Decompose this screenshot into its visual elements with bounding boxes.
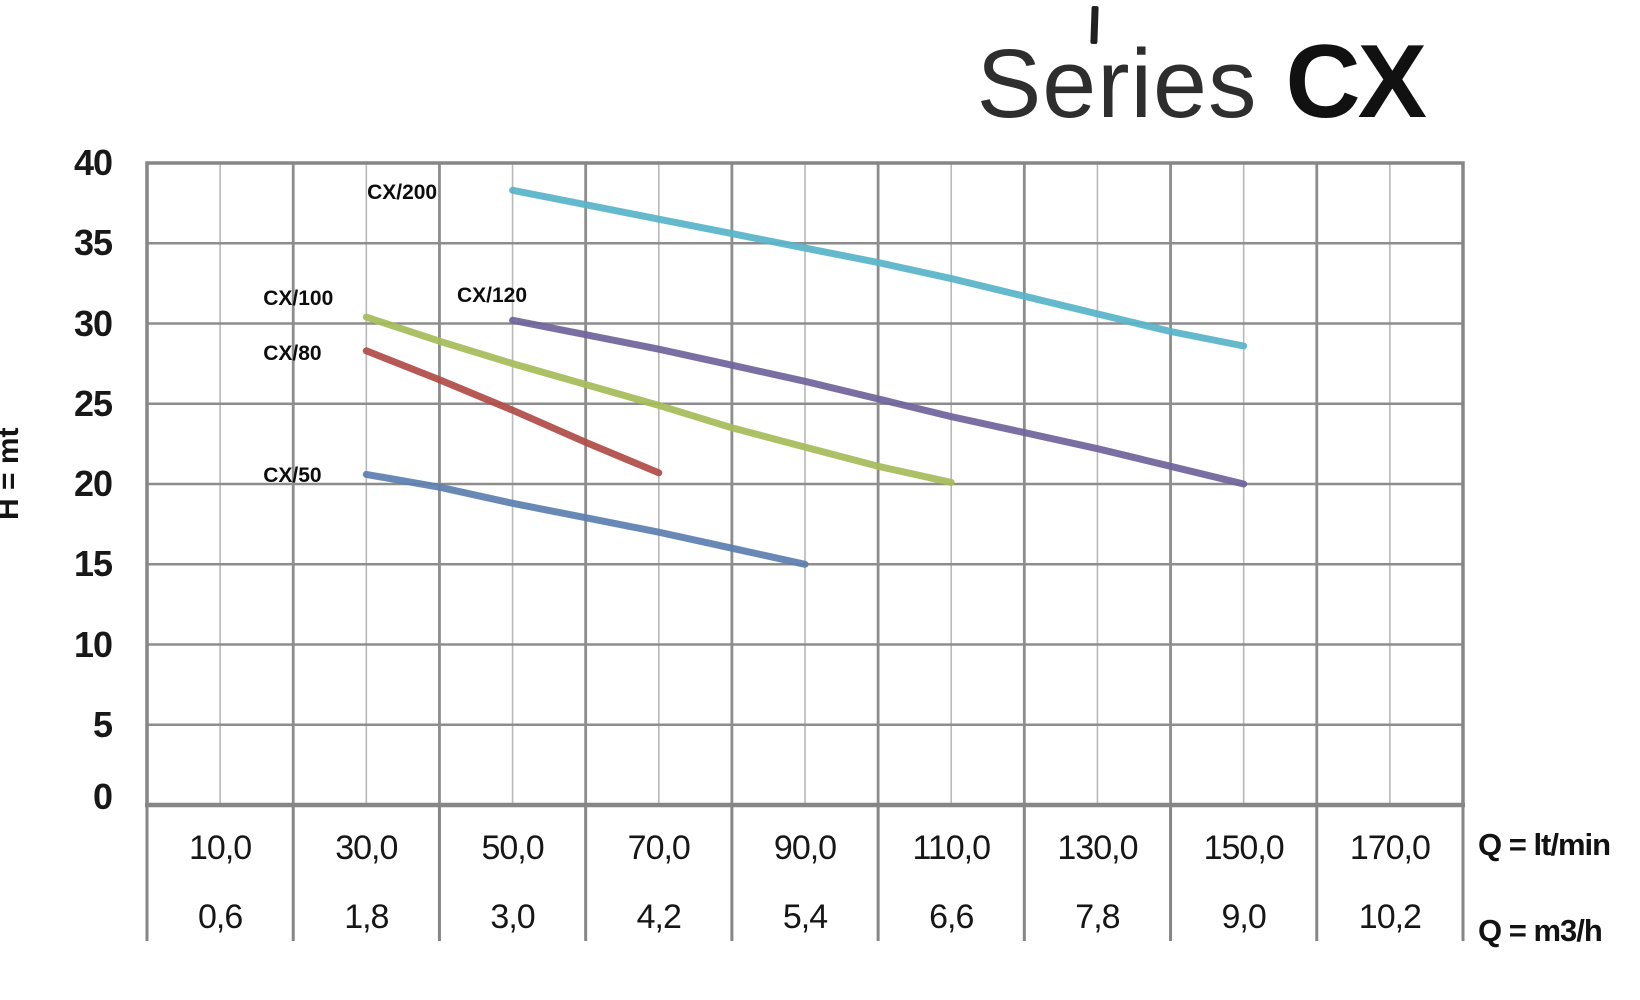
- x-axis-cell: 4,2: [636, 898, 682, 936]
- chart-title: Series CX: [976, 24, 1427, 140]
- x-axis-cell: 5,4: [782, 898, 828, 936]
- x-axis-unit-ltmin: Q = lt/min: [1478, 827, 1611, 862]
- curve-label-cx-120: CX/120: [456, 284, 528, 308]
- curve-cx-80: [362, 347, 663, 477]
- y-axis-tick-label: 15: [73, 543, 113, 585]
- y-axis-tick-label: 5: [92, 703, 113, 745]
- x-axis-cell: 170,0: [1349, 829, 1431, 867]
- x-axis-cell: 0,6: [197, 898, 243, 936]
- curve-label-cx-200: CX/200: [367, 181, 438, 205]
- curve-cx-200: [509, 186, 1248, 350]
- x-axis-cell: 50,0: [481, 829, 544, 867]
- x-axis-cell: 10,0: [189, 829, 252, 867]
- y-axis-tick-label: 35: [73, 222, 113, 264]
- x-axis-cell: 3,0: [490, 898, 535, 936]
- x-axis-cell: 70,0: [627, 829, 691, 867]
- x-axis-unit-m3h: Q = m3/h: [1478, 913, 1603, 948]
- x-axis-cell: 110,0: [912, 829, 991, 867]
- curve-label-cx-80: CX/80: [263, 341, 322, 365]
- x-axis-cell: 9,0: [1221, 898, 1267, 936]
- x-axis-cell: 1,8: [344, 898, 389, 936]
- y-axis-tick-label: 30: [73, 302, 113, 344]
- curve-cx-50: [362, 470, 809, 568]
- y-axis-tick-label: 20: [73, 463, 113, 504]
- y-axis-tick-label: 0: [92, 776, 113, 817]
- chart-title-series-word: Series: [976, 29, 1258, 138]
- x-axis-cell: 6,6: [929, 898, 974, 936]
- x-axis-cell: 130,0: [1057, 829, 1138, 867]
- chart-title-cx-word: CX: [1285, 24, 1427, 140]
- curve-label-cx-50: CX/50: [263, 463, 322, 487]
- x-axis-cell: 90,0: [773, 829, 837, 867]
- x-axis-cell: 30,0: [335, 829, 398, 867]
- curve-label-cx-100: CX/100: [263, 287, 334, 311]
- curve-cx-100: [362, 313, 955, 486]
- curve-cx-120: [509, 316, 1248, 488]
- y-axis-tick-label: 25: [73, 382, 113, 424]
- x-axis-cell: 150,0: [1203, 829, 1285, 867]
- y-axis-tick-label: 10: [73, 623, 113, 665]
- x-axis-cell: 10,2: [1358, 898, 1422, 936]
- y-axis-tick-label: 40: [73, 142, 113, 183]
- x-axis-cell: 7,8: [1075, 898, 1120, 936]
